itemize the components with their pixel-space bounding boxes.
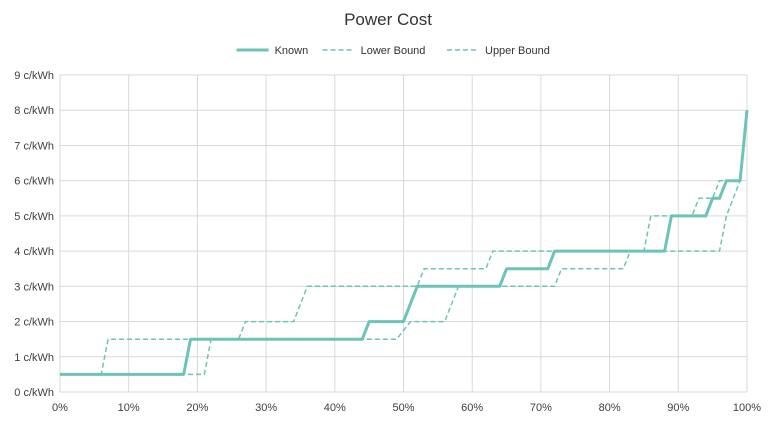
legend-item-upper-bound: Upper Bound (447, 45, 550, 57)
x-tick-label: 50% (392, 402, 414, 414)
chart-title: Power Cost (344, 10, 432, 29)
gridlines (59, 74, 748, 393)
y-tick-label: 9 c/kWh (14, 70, 54, 82)
x-tick-label: 20% (186, 402, 208, 414)
legend: Known Lower Bound Upper Bound (236, 45, 550, 57)
legend-item-lower-bound: Lower Bound (322, 45, 426, 57)
y-tick-label: 5 c/kWh (14, 211, 54, 223)
legend-item-known: Known (236, 45, 309, 57)
x-axis-tick-labels: 0% 10% 20% 30% 40% 50% 60% 70% 80% 90% 100% (52, 402, 761, 414)
y-tick-label: 2 c/kWh (14, 317, 54, 329)
x-tick-label: 40% (324, 402, 346, 414)
y-tick-label: 6 c/kWh (14, 176, 54, 188)
x-tick-label: 10% (118, 402, 140, 414)
y-tick-label: 4 c/kWh (14, 246, 54, 258)
y-tick-label: 1 c/kWh (14, 352, 54, 364)
x-tick-label: 80% (599, 402, 621, 414)
y-tick-label: 3 c/kWh (14, 281, 54, 293)
legend-label: Upper Bound (485, 45, 550, 57)
x-tick-label: 100% (733, 402, 761, 414)
series-lines (60, 110, 749, 376)
y-axis-tick-labels: 0 c/kWh 1 c/kWh 2 c/kWh 3 c/kWh 4 c/kWh 5 c/k… (14, 70, 54, 399)
x-tick-label: 70% (530, 402, 552, 414)
y-tick-label: 0 c/kWh (14, 387, 54, 399)
x-tick-label: 90% (667, 402, 689, 414)
x-tick-label: 0% (52, 402, 68, 414)
x-tick-label: 30% (255, 402, 277, 414)
legend-label: Lower Bound (361, 45, 426, 57)
series-line-lower-bound (60, 110, 748, 376)
x-tick-label: 60% (461, 402, 483, 414)
y-tick-label: 7 c/kWh (14, 140, 54, 152)
legend-label: Known (275, 45, 309, 57)
y-tick-label: 8 c/kWh (14, 105, 54, 117)
